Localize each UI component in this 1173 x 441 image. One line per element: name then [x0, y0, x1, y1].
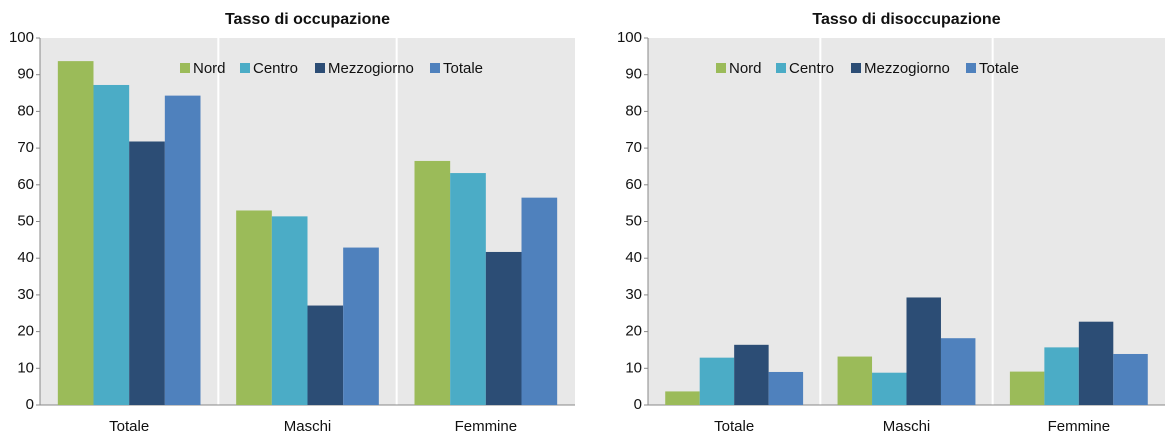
bar — [93, 84, 130, 405]
y-tick-label: 10 — [17, 359, 34, 376]
bar — [521, 197, 558, 405]
bar — [57, 61, 94, 405]
bar — [1078, 321, 1114, 405]
legend-swatch — [851, 63, 861, 73]
y-tick-label: 60 — [625, 176, 642, 193]
legend-label: Centro — [253, 60, 298, 77]
y-tick-label: 40 — [17, 249, 34, 266]
legend-label: Totale — [443, 60, 483, 77]
y-tick-label: 0 — [26, 396, 34, 413]
bar — [699, 357, 735, 405]
legend-swatch — [430, 63, 440, 73]
bar — [485, 251, 522, 405]
x-tick-label: Femmine — [1048, 418, 1111, 435]
bar — [665, 391, 700, 405]
y-tick-label: 90 — [17, 66, 34, 83]
legend-swatch — [716, 63, 726, 73]
bar — [734, 344, 769, 405]
legend-swatch — [315, 63, 325, 73]
legend-label: Mezzogiorno — [864, 60, 950, 77]
x-tick-label: Totale — [109, 418, 149, 435]
legend: Nord Centro Mezzogiorno Totale — [716, 60, 1019, 77]
x-tick-label: Femmine — [455, 418, 518, 435]
y-tick-label: 50 — [625, 212, 642, 229]
chart-title: Tasso di occupazione — [225, 11, 390, 28]
y-tick-label: 20 — [625, 323, 642, 340]
y-tick-label: 50 — [17, 212, 34, 229]
legend: Nord Centro Mezzogiorno Totale — [180, 60, 483, 77]
y-tick-label: 30 — [625, 286, 642, 303]
y-tick-label: 80 — [17, 102, 34, 119]
legend-label: Totale — [979, 60, 1019, 77]
legend-label: Nord — [193, 60, 226, 77]
bar — [307, 305, 344, 405]
chart-title: Tasso di disoccupazione — [812, 11, 1000, 28]
legend-label: Mezzogiorno — [328, 60, 414, 77]
bar — [129, 141, 165, 405]
y-tick-label: 70 — [625, 139, 642, 156]
y-tick-label: 100 — [617, 29, 642, 46]
y-tick-label: 20 — [17, 323, 34, 340]
y-tick-label: 60 — [17, 176, 34, 193]
y-tick-label: 90 — [625, 66, 642, 83]
y-tick-label: 40 — [625, 249, 642, 266]
y-tick-label: 30 — [17, 286, 34, 303]
y-tick-label: 100 — [9, 29, 34, 46]
legend-swatch — [240, 63, 250, 73]
legend-swatch — [776, 63, 786, 73]
bar — [414, 160, 451, 405]
legend-label: Nord — [729, 60, 762, 77]
y-tick-label: 70 — [17, 139, 34, 156]
bar — [343, 247, 379, 405]
bar — [271, 216, 308, 405]
bar — [450, 173, 486, 405]
bar — [236, 210, 272, 405]
y-tick-label: 0 — [634, 396, 642, 413]
bar — [837, 356, 873, 405]
panel: Tasso di occupazione 0 10 20 30 40 50 60 70 80 90 1… — [9, 11, 575, 435]
bar — [768, 371, 804, 405]
x-tick-label: Maschi — [883, 418, 931, 435]
x-tick-label: Maschi — [284, 418, 332, 435]
y-tick-label: 10 — [625, 359, 642, 376]
bar — [1044, 347, 1079, 405]
bar — [906, 297, 941, 405]
legend-swatch — [180, 63, 190, 73]
y-tick-label: 80 — [625, 102, 642, 119]
bar — [164, 95, 201, 405]
bar — [872, 372, 907, 405]
bar — [1009, 371, 1045, 405]
legend-swatch — [966, 63, 976, 73]
bar — [940, 338, 976, 405]
panel: Tasso di disoccupazione 0 10 20 30 40 50 60 70 80… — [617, 11, 1165, 435]
x-tick-label: Totale — [714, 418, 754, 435]
legend-label: Centro — [789, 60, 834, 77]
bar — [1113, 353, 1148, 405]
